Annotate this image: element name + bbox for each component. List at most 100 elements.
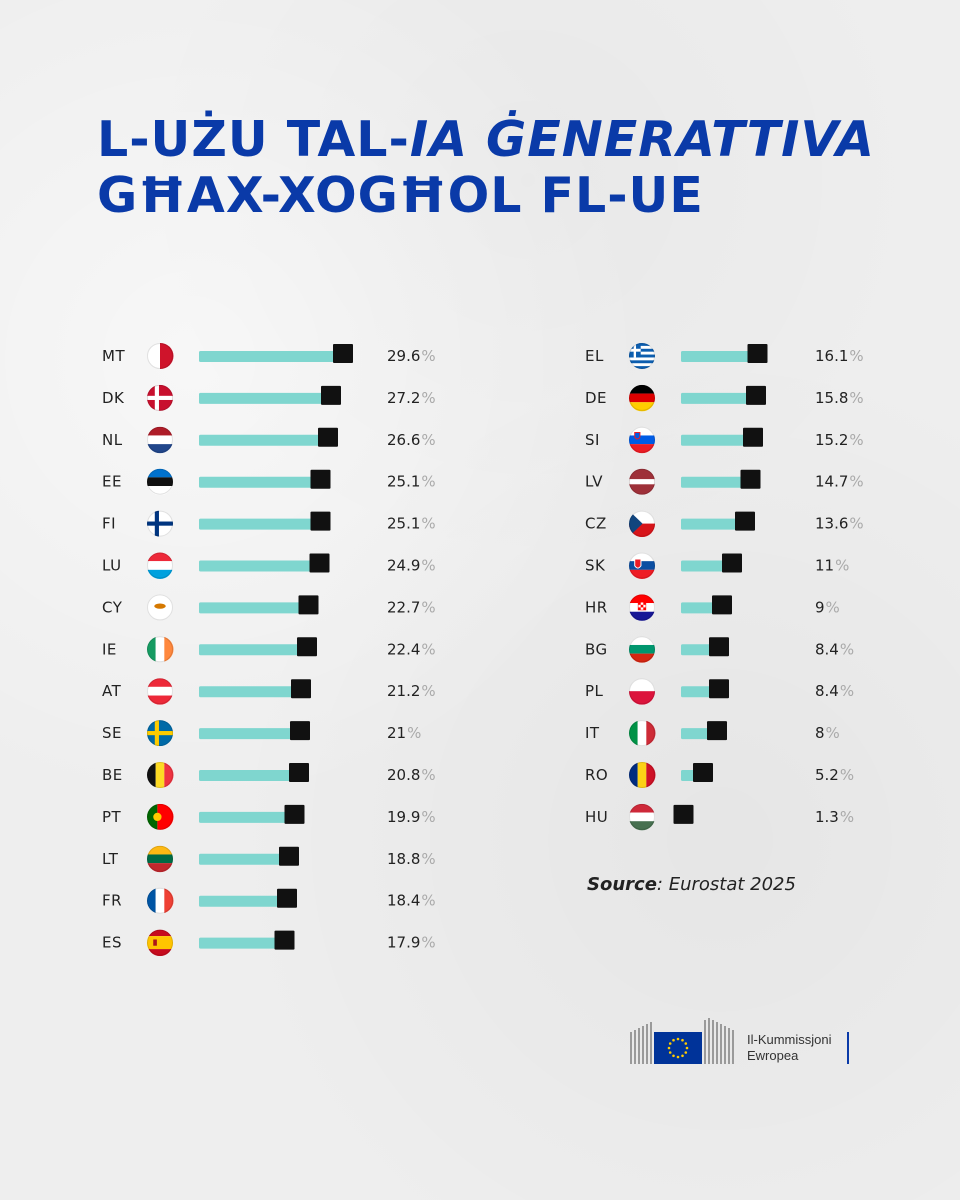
france-flag-icon bbox=[147, 887, 174, 914]
bar-end-marker bbox=[735, 511, 755, 531]
sweden-flag-icon bbox=[147, 720, 173, 747]
country-code-label: BG bbox=[585, 640, 608, 658]
country-code-label: PT bbox=[102, 808, 122, 826]
country-code-label: LV bbox=[585, 473, 603, 491]
country-code-label: LU bbox=[102, 557, 122, 575]
spain-flag-icon bbox=[147, 929, 173, 957]
bar bbox=[681, 392, 760, 404]
value-label: 8 bbox=[815, 724, 825, 742]
bar bbox=[199, 644, 311, 656]
malta-flag-icon bbox=[147, 343, 174, 369]
value-label: 22.4 bbox=[387, 640, 420, 658]
value-label: 1.3 bbox=[815, 808, 839, 826]
percent-sign: % bbox=[421, 347, 435, 365]
value-label: 5.2 bbox=[815, 766, 839, 784]
percent-sign: % bbox=[840, 640, 854, 658]
bar-end-marker bbox=[298, 595, 319, 615]
bar-end-marker bbox=[743, 427, 763, 447]
luxembourg-flag-icon bbox=[147, 552, 173, 579]
bar-end-marker bbox=[284, 804, 305, 824]
bar-end-marker bbox=[707, 721, 727, 741]
value-label: 11 bbox=[815, 557, 834, 575]
percent-sign: % bbox=[421, 934, 435, 952]
percent-sign: % bbox=[849, 347, 863, 365]
bar-end-marker bbox=[279, 846, 299, 866]
percent-sign: % bbox=[421, 892, 435, 910]
percent-sign: % bbox=[421, 598, 435, 616]
eu-star-icon bbox=[684, 1042, 688, 1045]
country-code-label: HR bbox=[585, 598, 608, 616]
value-label: 15.2 bbox=[815, 431, 848, 449]
value-label: 13.6 bbox=[815, 515, 848, 533]
estonia-flag-icon bbox=[147, 468, 173, 496]
czechia-flag-icon bbox=[629, 510, 655, 538]
percent-sign: % bbox=[849, 431, 863, 449]
poland-flag-icon bbox=[629, 678, 655, 705]
country-code-label: DK bbox=[102, 389, 125, 407]
bar-end-marker bbox=[709, 637, 729, 657]
bar bbox=[199, 853, 293, 865]
percent-sign: % bbox=[840, 766, 854, 784]
portugal-flag-icon bbox=[147, 803, 174, 830]
bar-end-marker bbox=[712, 595, 732, 615]
bar bbox=[199, 937, 289, 949]
country-code-label: NL bbox=[102, 431, 123, 449]
value-label: 21 bbox=[387, 724, 406, 742]
bar bbox=[199, 770, 303, 781]
eu-star-icon bbox=[667, 1046, 671, 1050]
value-label: 29.6 bbox=[387, 347, 420, 365]
bar-end-marker bbox=[740, 469, 761, 489]
bar-end-marker bbox=[722, 553, 742, 573]
romania-flag-icon bbox=[629, 762, 656, 788]
eu-flag-icon bbox=[654, 1032, 702, 1064]
bar-end-marker bbox=[693, 763, 713, 782]
percent-sign: % bbox=[421, 431, 435, 449]
value-label: 22.7 bbox=[387, 598, 420, 616]
country-code-label: IT bbox=[585, 724, 600, 742]
value-label: 8.4 bbox=[815, 682, 839, 700]
country-code-label: LT bbox=[102, 850, 119, 868]
logo-divider bbox=[847, 1032, 849, 1064]
bar-end-marker bbox=[310, 469, 331, 489]
percent-sign: % bbox=[840, 682, 854, 700]
value-label: 19.9 bbox=[387, 808, 420, 826]
bar-end-marker bbox=[277, 888, 297, 908]
bar-end-marker bbox=[290, 721, 310, 741]
austria-flag-icon bbox=[147, 678, 173, 705]
country-code-label: RO bbox=[585, 766, 608, 784]
percent-sign: % bbox=[421, 766, 435, 784]
bar-end-marker bbox=[309, 553, 330, 573]
bar bbox=[681, 518, 749, 530]
bar-end-marker bbox=[297, 637, 317, 657]
country-code-label: SE bbox=[102, 724, 122, 742]
bar bbox=[199, 518, 325, 530]
country-code-label: BE bbox=[102, 766, 123, 784]
bar bbox=[199, 686, 305, 698]
bar bbox=[199, 392, 335, 404]
percent-sign: % bbox=[849, 473, 863, 491]
value-label: 15.8 bbox=[815, 389, 848, 407]
title-line-2: għax-xogħol fl-UE bbox=[97, 167, 704, 224]
italy-flag-icon bbox=[629, 720, 656, 747]
ireland-flag-icon bbox=[147, 636, 174, 663]
eu-star-icon bbox=[668, 1051, 672, 1054]
eu-star-icon bbox=[672, 1054, 675, 1058]
bar-end-marker bbox=[709, 679, 729, 699]
country-code-label: SK bbox=[585, 557, 606, 575]
percent-sign: % bbox=[849, 389, 863, 407]
commission-building-icon bbox=[630, 1018, 734, 1064]
bar bbox=[681, 434, 757, 446]
bulgaria-flag-icon bbox=[629, 636, 655, 663]
bar-end-marker bbox=[673, 804, 694, 824]
bar-end-marker bbox=[333, 344, 353, 363]
country-code-label: EL bbox=[585, 347, 604, 365]
bar-end-marker bbox=[291, 679, 311, 699]
bar-end-marker bbox=[274, 930, 295, 950]
country-code-label: IE bbox=[102, 640, 117, 658]
percent-sign: % bbox=[840, 808, 854, 826]
percent-sign: % bbox=[421, 640, 435, 658]
value-label: 21.2 bbox=[387, 682, 420, 700]
value-label: 18.8 bbox=[387, 850, 420, 868]
bar bbox=[199, 434, 332, 446]
value-label: 25.1 bbox=[387, 515, 420, 533]
